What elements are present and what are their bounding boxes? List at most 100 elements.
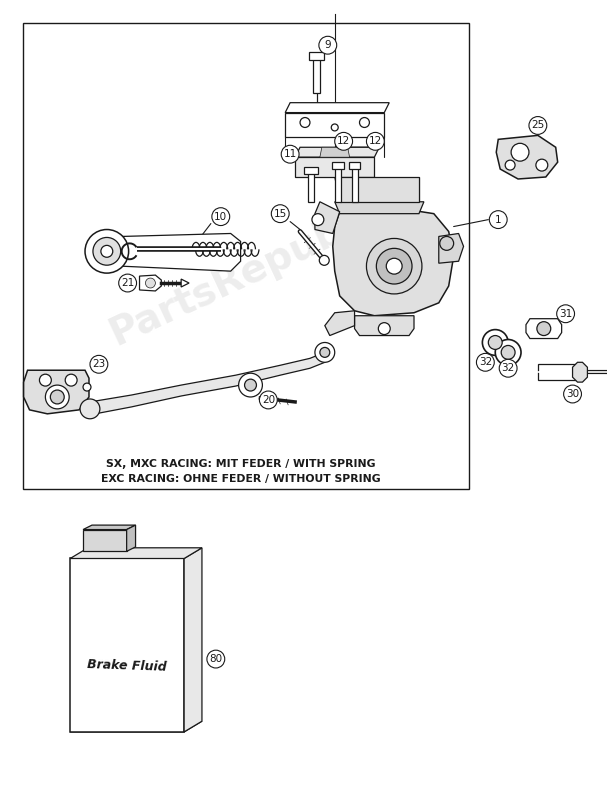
Polygon shape: [295, 147, 379, 157]
Circle shape: [281, 145, 299, 163]
Circle shape: [489, 211, 507, 228]
Circle shape: [320, 348, 330, 357]
Polygon shape: [70, 721, 202, 732]
Text: Brake Fluid: Brake Fluid: [87, 658, 167, 674]
Circle shape: [501, 345, 515, 359]
Polygon shape: [285, 113, 384, 137]
Polygon shape: [122, 234, 241, 271]
Polygon shape: [285, 103, 389, 113]
Polygon shape: [526, 318, 562, 339]
Circle shape: [101, 246, 113, 258]
Circle shape: [367, 133, 384, 150]
Bar: [304, 167, 318, 174]
Circle shape: [319, 36, 337, 55]
Circle shape: [496, 340, 521, 365]
Polygon shape: [184, 547, 202, 732]
Bar: [23, 24, 469, 489]
Text: EXC RACING: OHNE FEDER / WITHOUT SPRING: EXC RACING: OHNE FEDER / WITHOUT SPRING: [101, 474, 381, 484]
Text: 32: 32: [479, 357, 492, 367]
Circle shape: [378, 322, 390, 334]
Bar: [313, 58, 320, 92]
Polygon shape: [340, 177, 419, 201]
Text: 80: 80: [209, 654, 222, 664]
Polygon shape: [439, 234, 464, 263]
Circle shape: [312, 213, 324, 226]
Polygon shape: [126, 525, 136, 551]
Circle shape: [119, 274, 136, 292]
Circle shape: [482, 329, 508, 356]
Text: 31: 31: [559, 309, 573, 318]
Circle shape: [563, 385, 582, 403]
Polygon shape: [70, 547, 202, 559]
Circle shape: [40, 374, 51, 386]
Bar: [351, 167, 357, 201]
Circle shape: [511, 143, 529, 161]
Circle shape: [536, 159, 548, 171]
Circle shape: [529, 117, 547, 134]
Bar: [308, 172, 314, 201]
Polygon shape: [335, 201, 424, 213]
Text: PartsRepublik: PartsRepublik: [104, 189, 397, 353]
Circle shape: [335, 133, 353, 150]
Bar: [332, 162, 343, 169]
Circle shape: [83, 383, 91, 391]
Circle shape: [50, 390, 64, 404]
Text: 12: 12: [337, 137, 350, 146]
Circle shape: [260, 391, 277, 409]
Polygon shape: [139, 275, 161, 291]
Text: 12: 12: [368, 137, 382, 146]
Text: 15: 15: [274, 209, 287, 219]
Circle shape: [300, 118, 310, 127]
Polygon shape: [320, 147, 349, 157]
Circle shape: [505, 160, 515, 170]
Text: SX, MXC RACING: MIT FEDER / WITH SPRING: SX, MXC RACING: MIT FEDER / WITH SPRING: [106, 459, 375, 469]
Text: 11: 11: [284, 149, 297, 160]
Circle shape: [386, 258, 402, 274]
Circle shape: [65, 374, 77, 386]
Bar: [335, 167, 341, 201]
Polygon shape: [573, 363, 587, 382]
Circle shape: [488, 336, 502, 349]
Polygon shape: [315, 201, 340, 234]
Circle shape: [320, 255, 329, 265]
Circle shape: [477, 353, 494, 371]
Text: 30: 30: [566, 389, 579, 399]
Circle shape: [367, 239, 422, 294]
Circle shape: [499, 359, 517, 377]
Text: 20: 20: [262, 395, 275, 405]
Polygon shape: [496, 135, 558, 179]
Polygon shape: [83, 529, 126, 551]
Polygon shape: [24, 371, 89, 414]
Circle shape: [271, 205, 289, 223]
Circle shape: [80, 399, 100, 419]
Circle shape: [331, 124, 338, 131]
Text: 25: 25: [531, 120, 544, 130]
Polygon shape: [354, 316, 414, 336]
Text: 32: 32: [502, 363, 514, 373]
Bar: [349, 162, 360, 169]
Circle shape: [85, 230, 129, 273]
Circle shape: [93, 238, 121, 265]
Text: 9: 9: [324, 40, 331, 51]
Polygon shape: [70, 559, 184, 732]
Circle shape: [244, 379, 257, 391]
Text: 23: 23: [92, 359, 106, 369]
Text: 10: 10: [214, 212, 227, 222]
Circle shape: [145, 278, 155, 288]
Circle shape: [45, 385, 69, 409]
Circle shape: [440, 236, 453, 250]
Circle shape: [90, 356, 108, 373]
Polygon shape: [90, 345, 330, 415]
Circle shape: [376, 248, 412, 284]
Polygon shape: [83, 525, 136, 529]
Circle shape: [359, 118, 370, 127]
Circle shape: [537, 322, 551, 336]
Circle shape: [557, 305, 574, 322]
Circle shape: [315, 343, 335, 363]
Polygon shape: [325, 310, 354, 336]
Circle shape: [212, 208, 230, 226]
Polygon shape: [181, 279, 189, 287]
Circle shape: [207, 650, 225, 668]
Polygon shape: [295, 157, 375, 177]
Text: 21: 21: [121, 278, 134, 288]
